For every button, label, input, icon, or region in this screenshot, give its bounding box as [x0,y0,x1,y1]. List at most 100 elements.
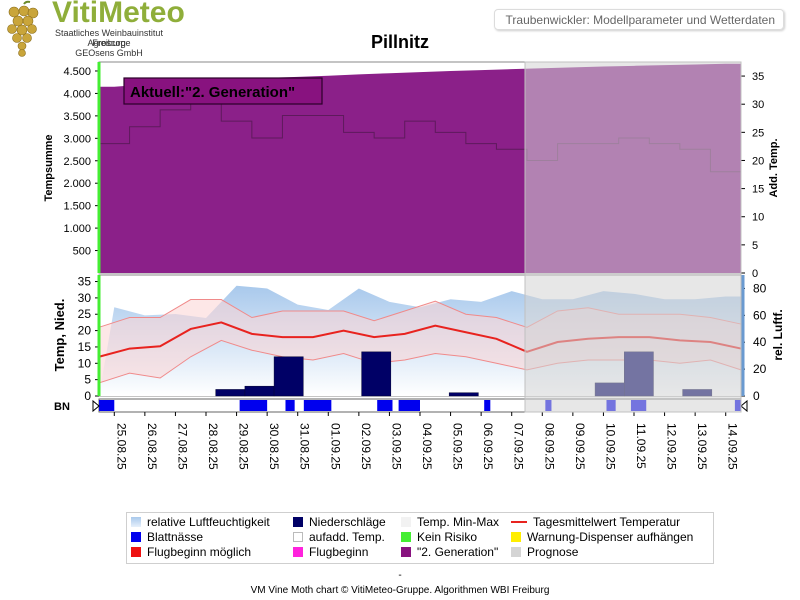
annotation-label: Aktuell:"2. Generation" [130,84,295,101]
x-tick-label: 14.09.25 [726,423,740,470]
upper-y2-tick-label: 20 [752,155,764,167]
legend-item: relative Luftfeuchtigkeit [131,515,270,529]
chart: 5001.0001.5002.0002.5003.0003.5004.0004.… [43,61,785,470]
upper-y2-tick-label: 30 [752,99,764,111]
x-tick-label: 03.09.25 [389,423,403,470]
blattnaesse-segment [303,400,332,411]
legend-swatch [511,532,521,542]
x-tick-label: 05.09.25 [451,423,465,470]
x-tick-label: 11.09.25 [634,423,648,469]
upper-y-axis-label: Tempsumme [43,134,55,201]
upper-y-tick-label: 1.500 [63,201,91,213]
legend-item: aufadd. Temp. [293,530,385,544]
upper-y-tick-label: 2.500 [63,156,91,168]
lower-y-tick-label: 20 [78,324,92,338]
legend-swatch [131,532,141,542]
precipitation-bar [244,385,275,397]
lower-y-tick-label: 35 [78,275,92,289]
x-tick-label: 06.09.25 [481,423,495,470]
grape-logo-icon [7,0,39,57]
legend: relative Luftfeuchtigkeit Niederschläge … [126,512,714,564]
lower-y-tick-label: 15 [78,340,92,354]
lower-y-tick-label: 10 [78,356,92,370]
blattnaesse-segment [377,400,393,411]
legend-item: Flugbeginn [293,545,368,559]
annotation-box [123,77,323,105]
x-tick-label: 26.08.25 [145,423,159,470]
blattnaesse-segment [484,400,491,411]
footer-dash: - [398,570,402,581]
legend-item: Tagesmittelwert Temperatur [511,515,680,529]
x-tick-label: 02.09.25 [359,423,373,470]
precipitation-bar [273,356,304,397]
legend-swatch [131,547,141,557]
legend-swatch [511,521,527,523]
x-tick-label: 07.09.25 [512,423,526,470]
lower-y-axis-label: Temp, Nied. [52,299,67,372]
x-tick-label: 09.09.25 [573,423,587,470]
legend-item: Blattnässe [131,530,203,544]
precipitation-bar [361,351,392,397]
lower-y-tick-label: 30 [78,291,92,305]
legend-swatch [131,517,141,527]
legend-swatch [401,517,411,527]
lower-y2-tick-label: 80 [753,281,767,295]
x-tick-label: 28.08.25 [206,423,220,470]
blattnaesse-segment [398,400,420,411]
lower-y2-tick-label: 20 [753,362,767,376]
x-tick-label: 12.09.25 [665,423,679,470]
upper-y-tick-label: 1.000 [63,223,91,235]
x-tick-label: 04.09.25 [420,423,434,470]
lower-y-tick-label: 25 [78,307,92,321]
scroll-left-arrow-icon [92,399,100,413]
legend-swatch [511,547,521,557]
upper-y2-tick-label: 5 [752,240,758,252]
header-title: Traubenwickler: Modellparameter und Wett… [494,9,784,30]
x-tick-label: 25.08.25 [114,423,128,470]
legend-item: Niederschläge [293,515,386,529]
x-tick-label: 30.08.25 [267,423,281,470]
bn-label: BN [54,401,70,413]
lower-y2-axis-label: rel. Luftf. [771,309,785,360]
upper-y2-axis-label: Add. Temp. [768,138,780,197]
chart-title: Pillnitz [371,32,429,52]
logo-line-2: Agroscope [87,38,131,48]
lower-y2-tick-label: 40 [753,335,767,349]
upper-y2-tick-label: 25 [752,127,764,139]
footer-text: VM Vine Moth chart © VitiMeteo-Gruppe. A… [250,585,550,596]
upper-y2-tick-label: 10 [752,212,764,224]
blattnaesse-segment [285,400,295,411]
upper-y-tick-label: 3.000 [63,133,91,145]
x-tick-label: 13.09.25 [695,423,709,470]
upper-y-tick-label: 2.000 [63,178,91,190]
upper-y2-tick-label: 0 [752,268,758,280]
lower-y-tick-label: 5 [84,373,91,387]
legend-item: Kein Risiko [401,530,477,544]
upper-y2-tick-label: 35 [752,71,764,83]
x-tick-label: 08.09.25 [542,423,556,470]
lower-y2-tick-label: 60 [753,308,767,322]
precipitation-bar [215,389,246,397]
lower-y2-tick-label: 0 [753,389,760,403]
logo-line-1: Staatliches Weinbauinstitut Freiburg [55,28,163,48]
forecast-overlay [524,61,742,413]
x-tick-label: 10.09.25 [603,423,617,470]
x-tick-label: 01.09.25 [328,423,342,470]
upper-y-tick-label: 500 [73,246,91,258]
legend-swatch [293,547,303,557]
blattnaesse-segment [239,400,268,411]
legend-item: Warnung-Dispenser aufhängen [511,530,693,544]
x-tick-label: 31.08.25 [298,423,312,470]
legend-swatch [401,547,411,557]
legend-item: Flugbeginn möglich [131,545,251,559]
lower-y-tick-label: 0 [84,389,91,403]
legend-swatch [401,532,411,542]
legend-item: Temp. Min-Max [401,515,499,529]
upper-y-tick-label: 4.000 [63,88,91,100]
precipitation-bar [448,392,479,397]
scroll-right-arrow-icon [740,399,748,413]
upper-y-tick-label: 3.500 [63,111,91,123]
legend-item: "2. Generation" [401,545,498,559]
legend-swatch [293,532,303,542]
logo-title: VitiMeteo [52,0,185,29]
